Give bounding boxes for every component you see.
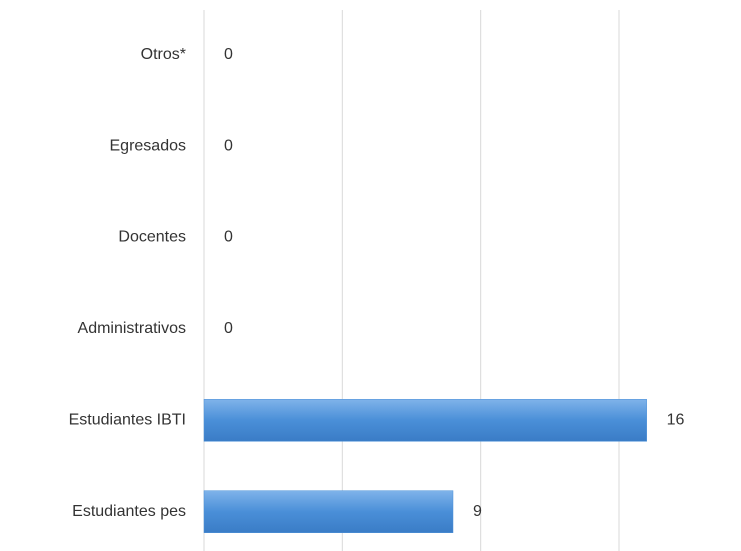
value-label: 0 xyxy=(224,46,233,63)
bar xyxy=(203,399,647,442)
y-tick-label: Administrativos xyxy=(78,320,186,337)
y-tick-label: Otros* xyxy=(141,46,186,63)
value-label: 0 xyxy=(224,137,233,154)
y-tick-label: Docentes xyxy=(118,229,186,246)
y-tick-label: Estudiantes IBTI xyxy=(69,412,186,429)
value-label: 0 xyxy=(224,229,233,246)
value-label: 9 xyxy=(473,503,482,520)
value-label: 0 xyxy=(224,320,233,337)
y-tick-label: Estudiantes pes xyxy=(72,503,186,520)
y-tick-label: Egresados xyxy=(110,137,187,154)
bar xyxy=(203,490,454,533)
value-label: 16 xyxy=(667,412,685,429)
